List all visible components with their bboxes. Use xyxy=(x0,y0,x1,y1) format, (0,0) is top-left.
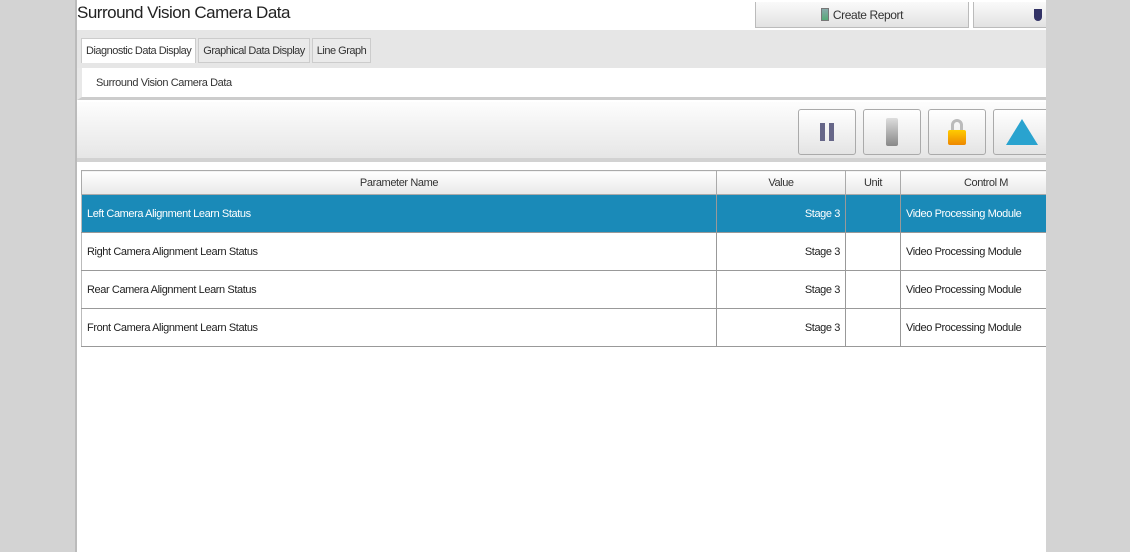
app-window: Surround Vision Camera Data Create Repor… xyxy=(75,0,1046,552)
pause-button[interactable] xyxy=(798,109,856,155)
shield-icon xyxy=(1034,8,1042,21)
page-title: Surround Vision Camera Data xyxy=(77,3,290,22)
parameter-table: Parameter Name Value Unit Control M Left Ca… xyxy=(81,170,1046,347)
lock-icon xyxy=(948,119,966,145)
help-button[interactable] xyxy=(973,2,1046,28)
header-value[interactable]: Value xyxy=(716,170,846,195)
pause-icon xyxy=(820,123,834,141)
data-group-header: Surround Vision Camera Data xyxy=(77,68,1046,100)
tab-graphical-data-display[interactable]: Graphical Data Display xyxy=(198,38,310,63)
table-row[interactable]: Left Camera Alignment Learn Status Stage … xyxy=(81,194,1046,233)
upload-button[interactable] xyxy=(993,109,1046,155)
header-control-module[interactable]: Control M xyxy=(900,170,1046,195)
table-row[interactable]: Front Camera Alignment Learn Status Stage… xyxy=(81,308,1046,347)
create-report-button[interactable]: Create Report xyxy=(755,2,969,28)
header-parameter-name[interactable]: Parameter Name xyxy=(81,170,717,195)
report-icon xyxy=(820,8,829,21)
switch-icon xyxy=(886,118,898,146)
lock-button[interactable] xyxy=(928,109,986,155)
switch-button[interactable] xyxy=(863,109,921,155)
table-row[interactable]: Right Camera Alignment Learn Status Stage… xyxy=(81,232,1046,271)
header-unit[interactable]: Unit xyxy=(845,170,901,195)
toolbar xyxy=(77,102,1046,162)
tab-diagnostic-data-display[interactable]: Diagnostic Data Display xyxy=(81,38,197,63)
tab-line-graph[interactable]: Line Graph xyxy=(311,38,372,63)
table-row[interactable]: Rear Camera Alignment Learn Status Stage … xyxy=(81,270,1046,309)
up-arrow-icon xyxy=(1006,119,1038,145)
